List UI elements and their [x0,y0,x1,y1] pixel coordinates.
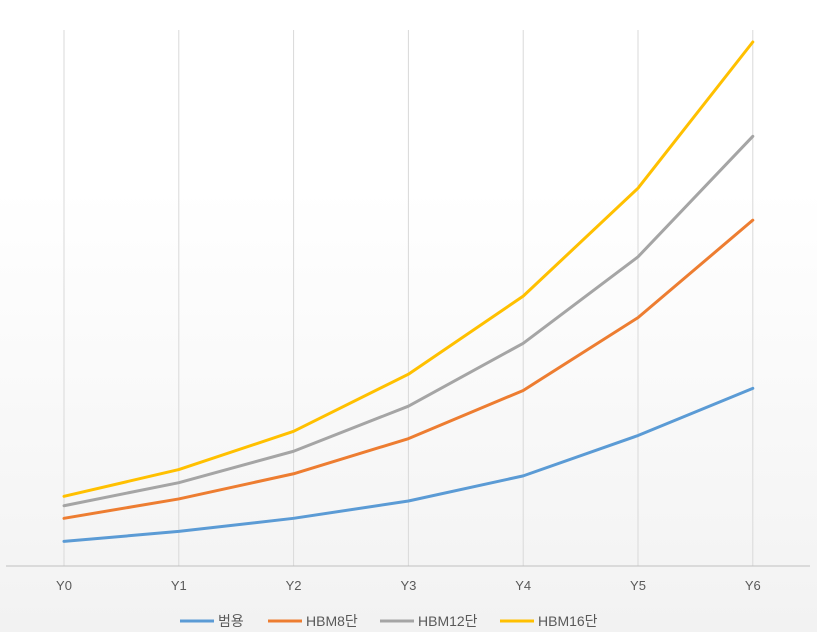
vertical-gridlines [63,30,754,566]
legend-label-1: 범용 [218,613,244,629]
x-tick-label-y5: Y5 [630,578,646,593]
x-tick-label-y3: Y3 [400,578,416,593]
legend-label-3: HBM12단 [418,613,478,629]
legend-label-4: HBM16단 [538,613,598,629]
x-tick-label-y4: Y4 [515,578,531,593]
legend: 범용 HBM8단 HBM12단 HBM16단 [180,613,598,629]
series-lines [62,40,755,543]
series-line-3 [62,134,755,508]
x-tick-labels: Y0 Y1 Y2 Y3 Y4 Y5 Y6 [56,578,761,593]
series-line-1 [62,386,755,543]
x-tick-label-y6: Y6 [745,578,761,593]
x-tick-label-y2: Y2 [286,578,302,593]
series-line-2 [62,218,755,520]
x-tick-label-y0: Y0 [56,578,72,593]
legend-label-2: HBM8단 [306,613,358,629]
series-line-4 [62,40,755,498]
x-tick-label-y1: Y1 [171,578,187,593]
